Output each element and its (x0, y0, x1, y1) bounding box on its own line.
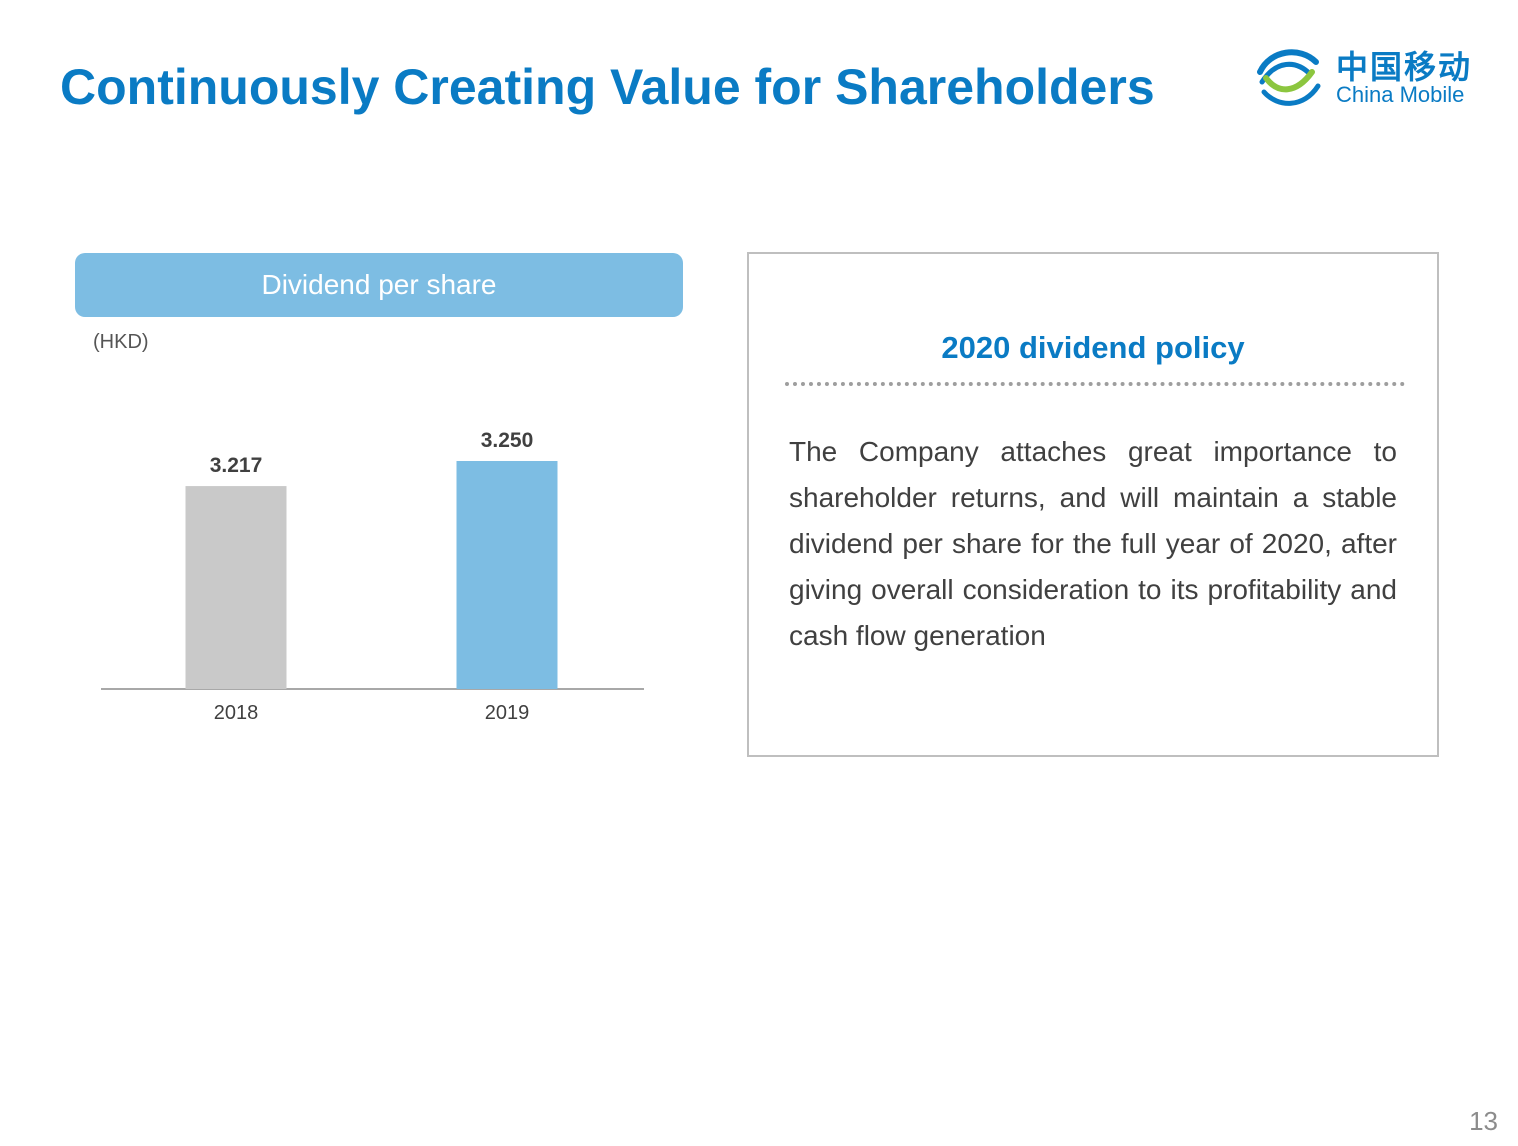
policy-divider (785, 382, 1405, 386)
policy-title: 2020 dividend policy (941, 330, 1245, 365)
china-mobile-logo: 中国移动 China Mobile (1252, 42, 1482, 114)
x-tick-label-2018: 2018 (214, 702, 259, 724)
slide-title: Continuously Creating Value for Sharehol… (60, 59, 1155, 115)
bar-value-label-2019: 3.250 (481, 429, 534, 452)
logo-name-english: China Mobile (1336, 82, 1465, 107)
dividend-bar-chart: 3.217 2018 3.250 2019 (101, 429, 644, 724)
x-tick-label-2019: 2019 (485, 702, 530, 724)
chart-header-label: Dividend per share (261, 269, 497, 300)
policy-box: 2020 dividend policy The Company attache… (747, 252, 1439, 757)
page-number: 13 (1469, 1106, 1498, 1136)
china-mobile-swirl-icon (1257, 49, 1321, 106)
bar-value-label-2018: 3.217 (210, 454, 263, 477)
chart-unit-label: (HKD) (93, 331, 149, 353)
policy-body: The Company attaches great importance to… (789, 436, 1397, 651)
chart-header: Dividend per share (75, 253, 683, 317)
bar-2019 (456, 461, 558, 689)
logo-name-chinese: 中国移动 (1336, 48, 1473, 86)
bar-2018 (185, 486, 287, 689)
